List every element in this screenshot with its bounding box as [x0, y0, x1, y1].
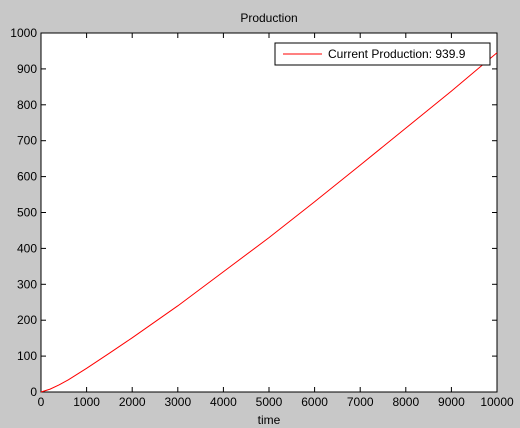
plot-area — [40, 32, 498, 393]
y-tick-label: 200 — [17, 313, 37, 327]
y-tick-label: 400 — [17, 241, 37, 255]
series-line — [40, 52, 498, 393]
x-axis-label: time — [258, 413, 281, 427]
x-tick-label: 4000 — [210, 395, 237, 409]
x-tick-label: 7000 — [347, 395, 374, 409]
x-tick-label: 1000 — [73, 395, 100, 409]
y-axis-ticks: 0 100 200 300 400 500 600 700 800 900 1000 — [10, 26, 497, 399]
x-tick-label: 10000 — [480, 395, 514, 409]
series-layer — [40, 52, 498, 393]
y-tick-label: 800 — [17, 98, 37, 112]
x-tick-label: 3000 — [164, 395, 191, 409]
y-tick-label: 500 — [17, 206, 37, 220]
x-tick-label: 5000 — [256, 395, 283, 409]
legend-entry: Current Production: 939.9 — [328, 47, 466, 61]
legend-box — [274, 42, 491, 66]
legend: Current Production: 939.9 — [274, 42, 491, 66]
y-tick-label: 600 — [17, 170, 37, 184]
x-axis-ticks: 0 1000 2000 3000 4000 5000 6000 7000 8000 9000 100… — [38, 33, 514, 409]
x-tick-label: 9000 — [438, 395, 465, 409]
chart-title: Production — [240, 11, 297, 25]
x-tick-label: 0 — [38, 395, 45, 409]
x-tick-label: 2000 — [119, 395, 146, 409]
y-tick-label: 700 — [17, 134, 37, 148]
y-tick-label: 300 — [17, 277, 37, 291]
x-tick-label: 8000 — [392, 395, 419, 409]
y-tick-label: 1000 — [10, 26, 37, 40]
y-tick-label: 0 — [30, 385, 37, 399]
y-tick-label: 900 — [17, 62, 37, 76]
y-tick-label: 100 — [17, 349, 37, 363]
x-tick-label: 6000 — [301, 395, 328, 409]
